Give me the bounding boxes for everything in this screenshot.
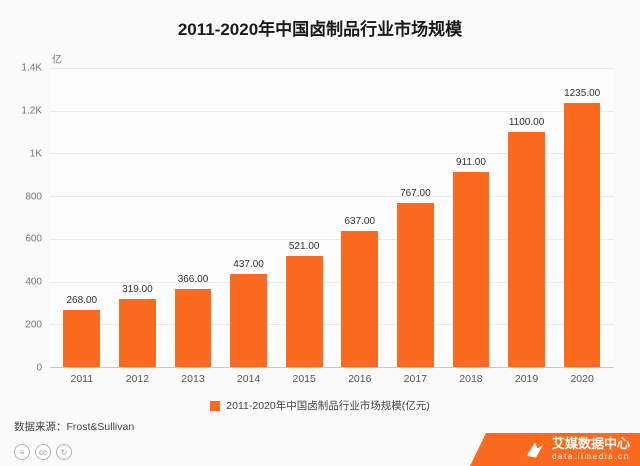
y-tick-label: 1.2K [21,105,42,117]
x-axis-label: 2016 [348,373,372,385]
gridline [50,110,614,112]
bar-value-label: 521.00 [288,240,320,252]
gridline [50,238,614,240]
bar-value-label: 637.00 [344,215,376,227]
bar [174,288,212,367]
bar [341,230,379,367]
bar [63,309,101,367]
x-axis-label: 2013 [181,373,205,385]
bar [230,273,267,367]
y-tick-label: 400 [25,276,42,288]
bar-group: 767.00 [388,68,444,367]
bar-value-label: 1235.00 [564,88,601,100]
footer-icons: ≡ cc ↻ [14,444,72,460]
legend: 2011-2020年中国卤制品行业市场规模(亿元) [0,398,640,413]
bar [563,103,601,367]
bar-group: 366.00 [165,68,221,367]
bar-group: 911.00 [443,68,499,367]
bar [508,132,545,367]
gridline [50,68,614,69]
bar-group: 521.00 [276,68,332,367]
x-axis-label: 2018 [459,373,483,385]
bar-value-label: 437.00 [233,258,264,270]
x-axis-spacer [12,373,50,385]
x-axis-label: 2012 [125,373,150,385]
x-axis-label: 2014 [236,373,261,385]
bar [452,172,490,367]
y-tick-label: 800 [25,191,42,203]
data-source-label: 数据来源：Frost&Sullivan [14,421,135,433]
x-axis: 2011 2012 2013 2014 2015 2016 2017 2018 2019 2020 [12,373,614,385]
bar-group: 1235.00 [554,68,610,367]
bar-value-label: 767.00 [400,188,431,200]
legend-label: 2011-2020年中国卤制品行业市场规模(亿元) [226,400,430,412]
bar [397,203,434,367]
share-icon[interactable]: ≡ [14,444,30,460]
page-title: 2011-2020年中国卤制品行业市场规模 [177,20,463,39]
gridline [50,324,614,326]
bar-group: 637.00 [332,68,388,367]
bar-group: 268.00 [54,68,110,367]
x-axis-label: 2011 [70,373,94,385]
x-axis-label: 2015 [292,373,316,385]
plot-area: 268.00 319.00 366.00 437.00 521.00 637.00 767.… [50,68,614,368]
bar-value-label: 1100.00 [508,117,545,129]
bar-value-label: 911.00 [456,157,486,169]
bar [119,298,156,367]
gridline [50,196,614,198]
iimedia-logo-icon [525,440,545,460]
y-tick-label: 0 [36,362,42,374]
bar-group: 437.00 [221,68,277,367]
bar-value-label: 268.00 [66,294,98,306]
y-tick-label: 1K [29,148,42,160]
y-tick-label: 200 [25,319,42,331]
brand-name: 艾媒数据中心 [551,436,630,452]
brand-url[interactable]: data.iimedia.cn [551,452,630,462]
y-tick-label: 600 [25,233,42,245]
x-labels: 2011 2012 2013 2014 2015 2016 2017 2018 2019 2020 [50,373,614,385]
refresh-icon[interactable]: ↻ [56,444,72,460]
bars: 268.00 319.00 366.00 437.00 521.00 637.00 767.… [50,68,614,367]
bar [285,255,323,367]
legend-swatch [210,400,221,411]
x-axis-label: 2017 [403,373,428,385]
gridline [50,281,614,283]
x-axis-label: 2020 [570,373,594,385]
x-axis-label: 2019 [514,373,539,385]
gridline [50,153,614,155]
bar-value-label: 319.00 [122,283,153,295]
brand-banner: 艾媒数据中心 data.iimedia.cn [470,433,640,466]
cc-icon[interactable]: cc [35,444,51,460]
y-tick-label: 1.4K [21,62,42,74]
bar-group: 319.00 [110,68,166,367]
bar-group: 1100.00 [499,68,555,367]
bar-value-label: 366.00 [177,273,209,285]
